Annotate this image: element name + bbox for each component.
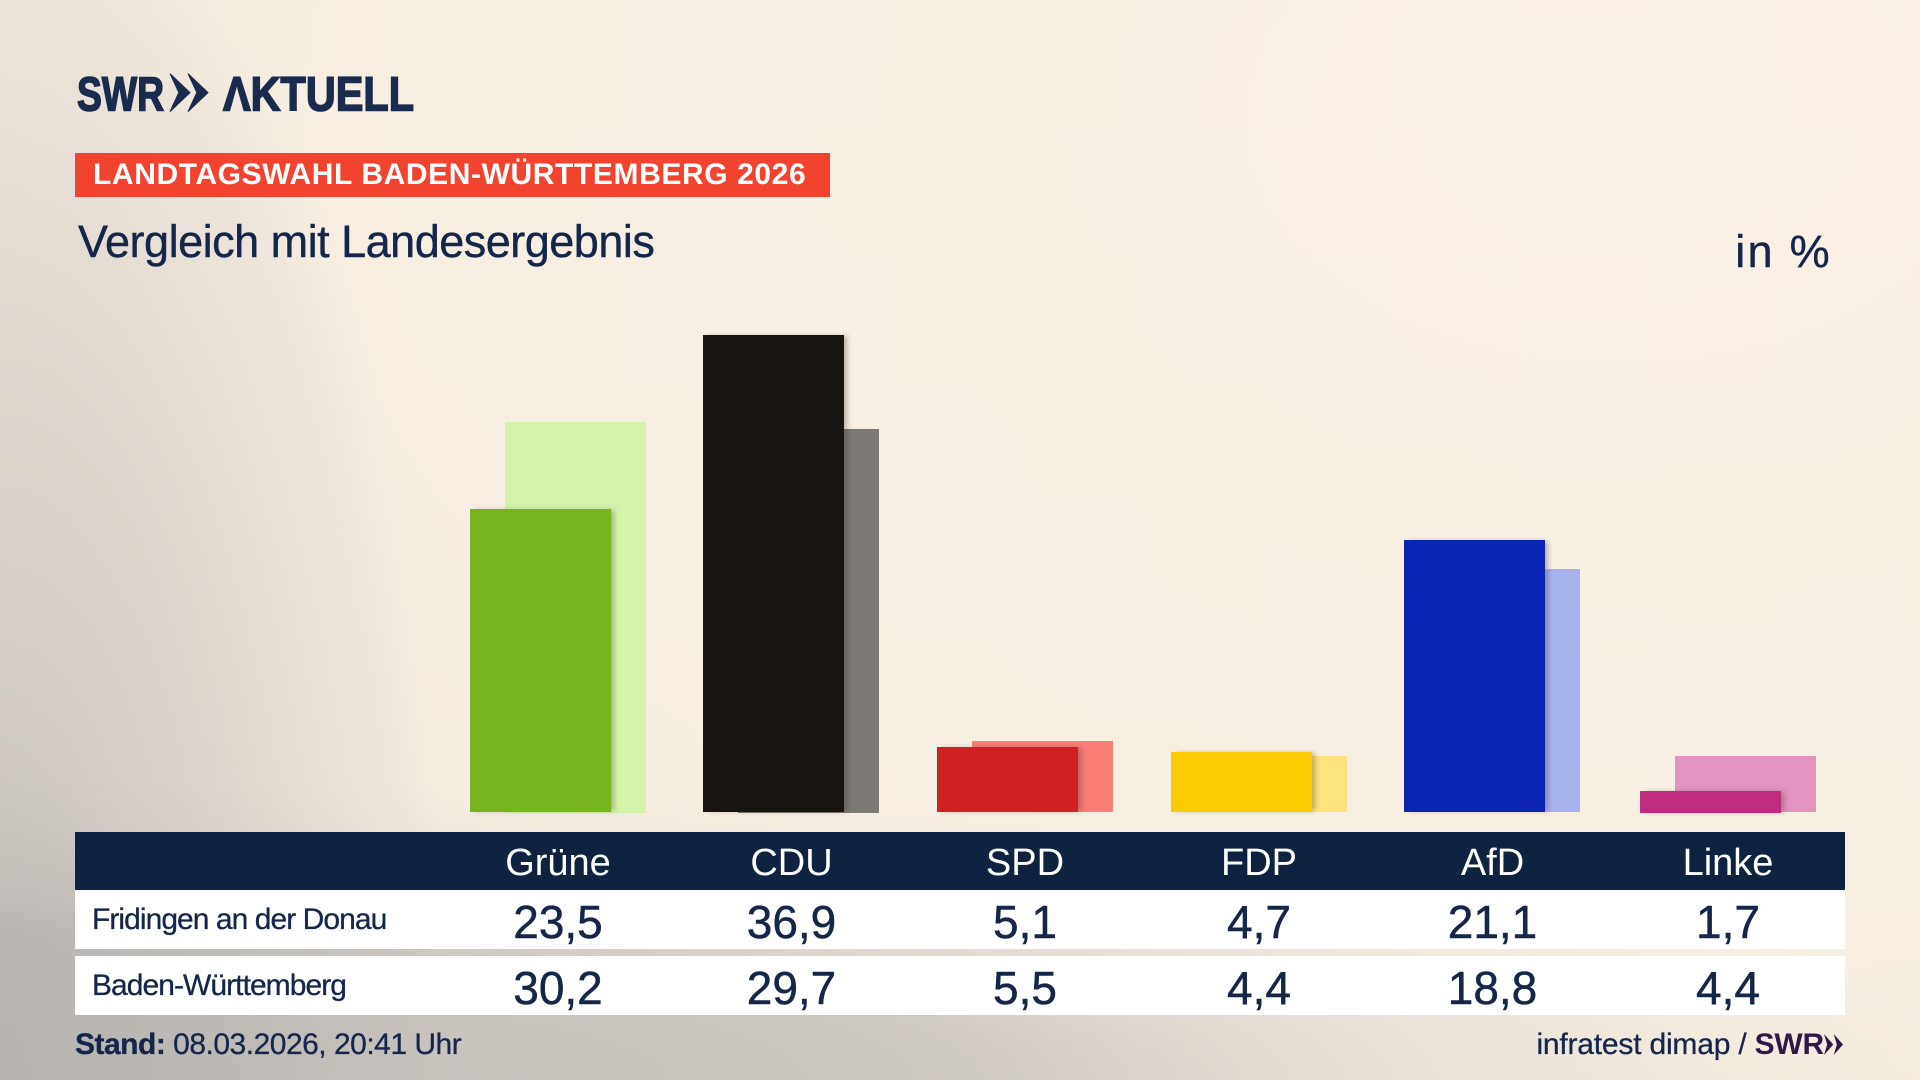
svg-text:SWR: SWR xyxy=(77,72,164,118)
svg-text:ΛKTUELL: ΛKTUELL xyxy=(223,72,414,118)
